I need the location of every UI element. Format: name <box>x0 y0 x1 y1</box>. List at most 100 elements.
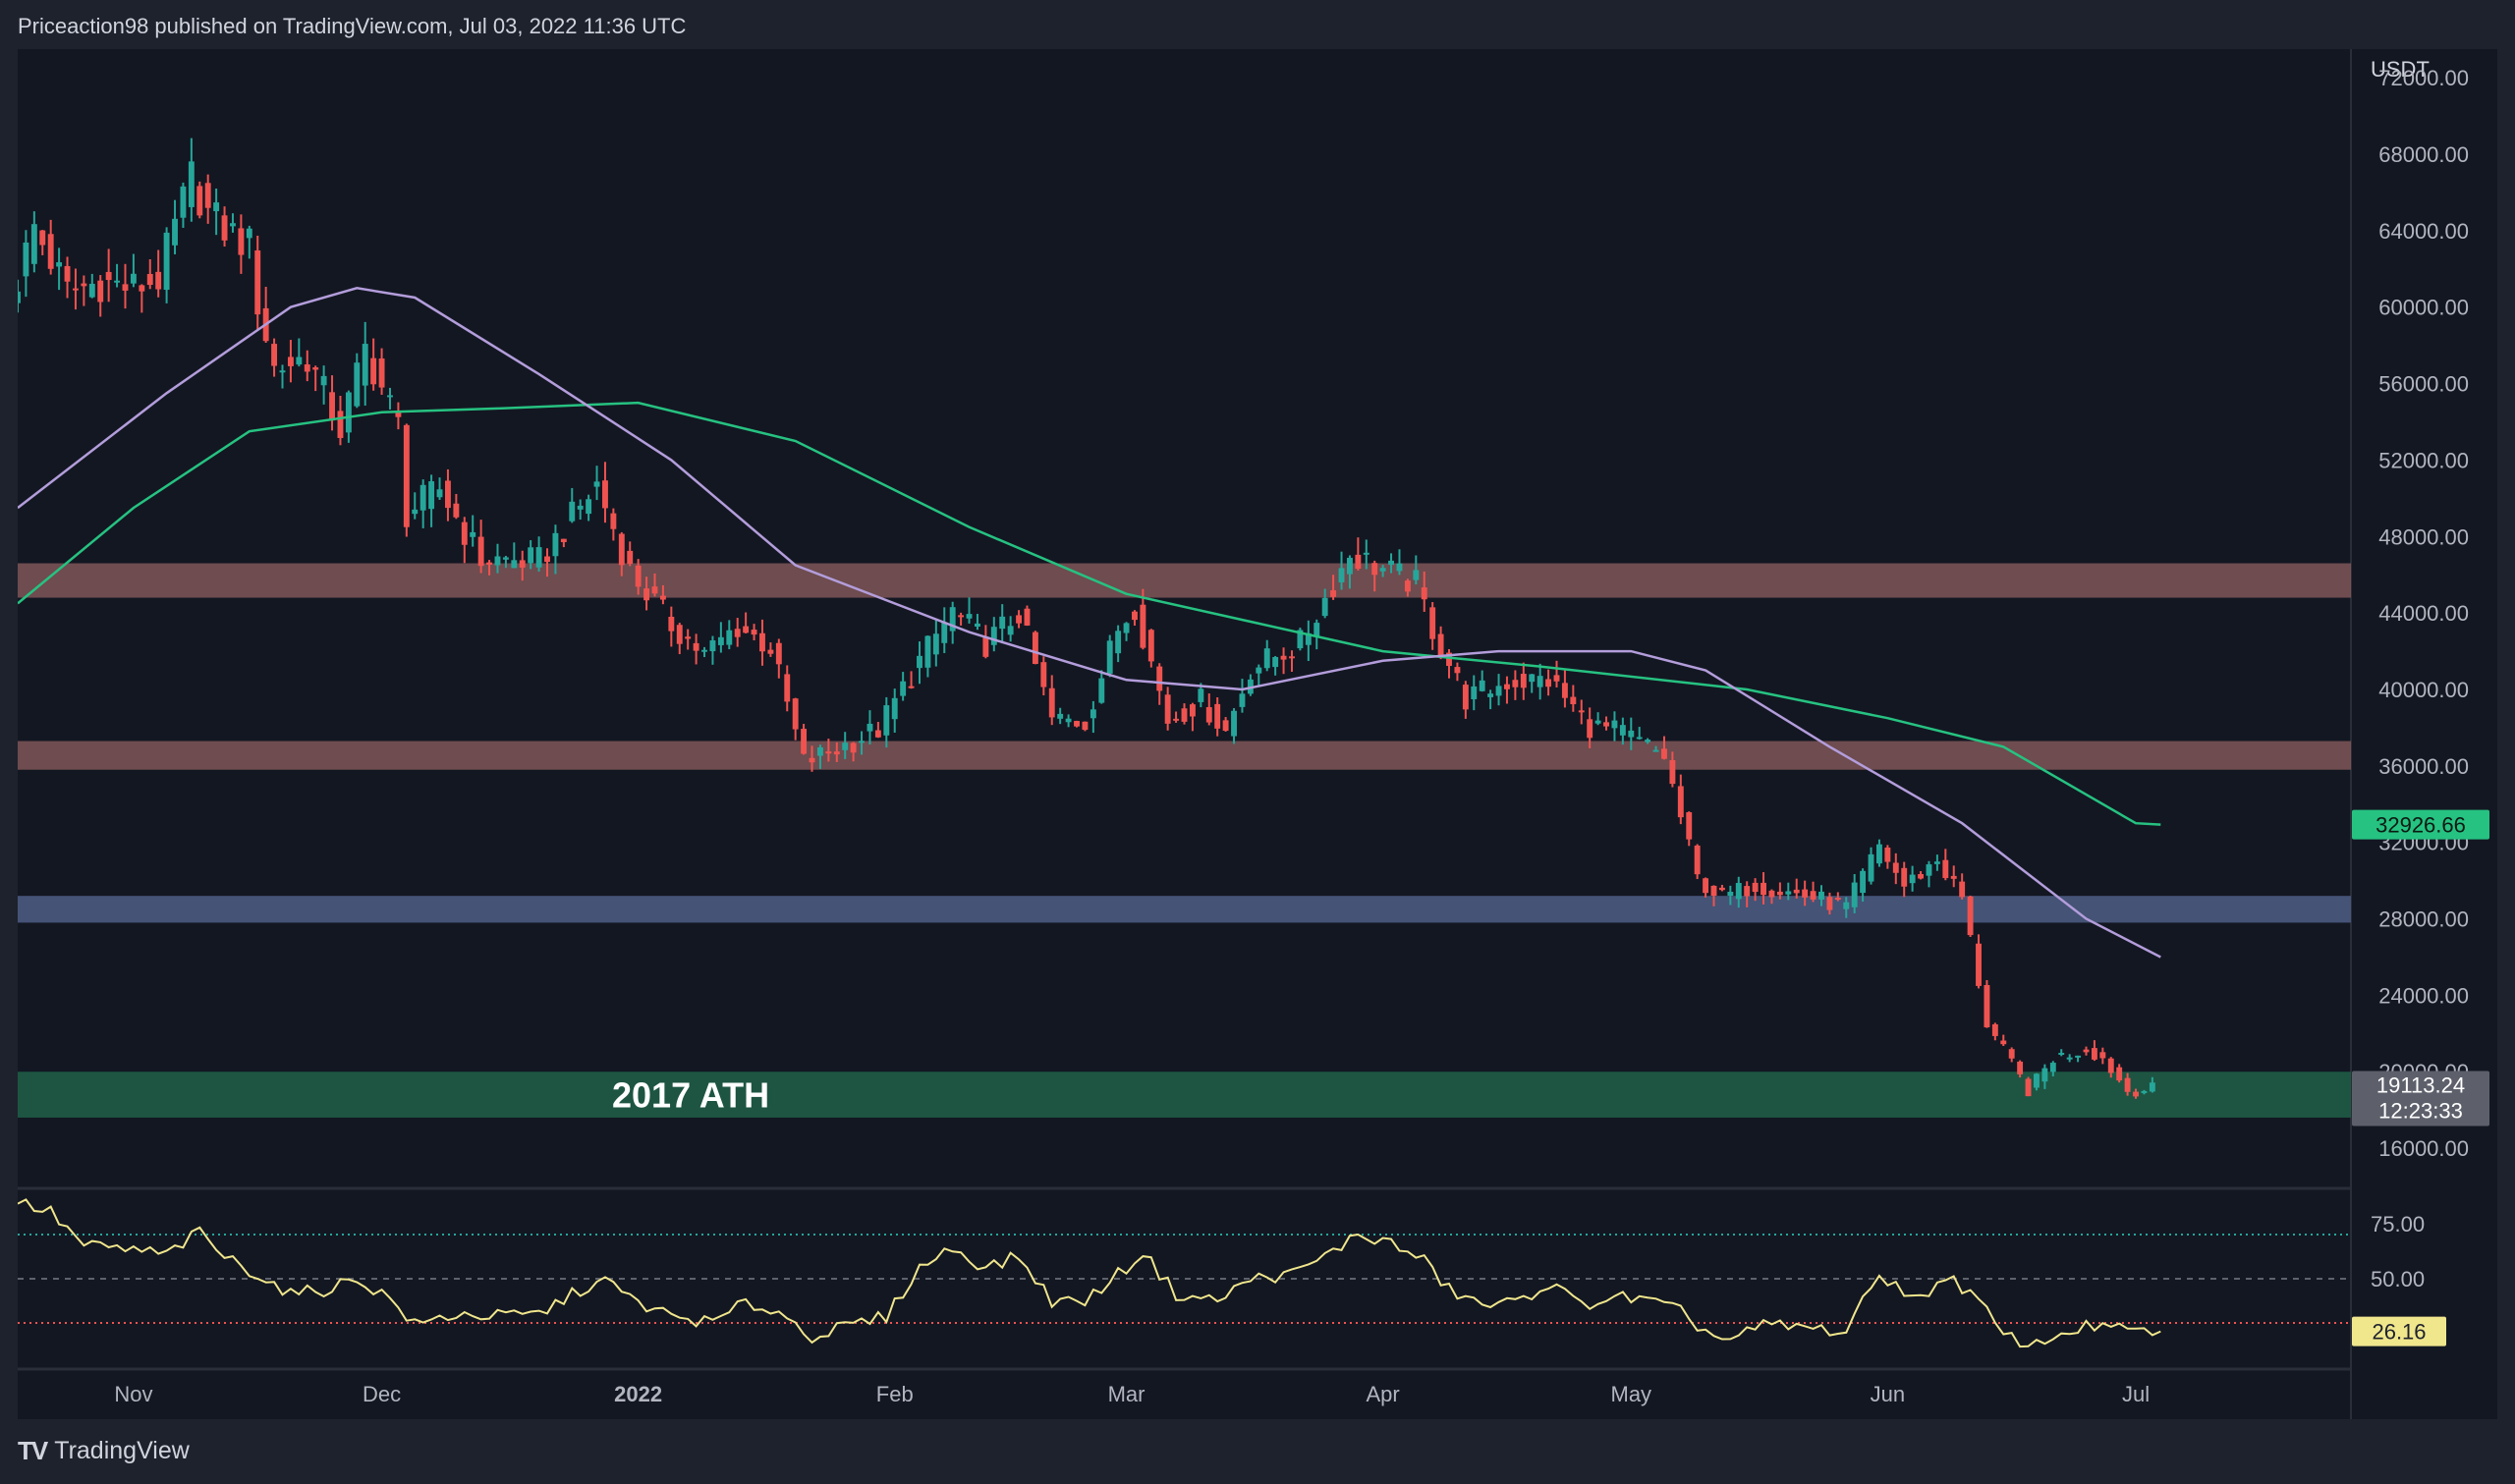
candle <box>1933 854 1940 871</box>
price-tick-label: 44000.00 <box>2378 601 2469 626</box>
candle-body <box>428 481 435 510</box>
candle-body <box>494 556 501 566</box>
candle <box>717 622 724 653</box>
candle <box>958 612 965 626</box>
candle-body <box>1396 563 1403 572</box>
rsi-value-text: 26.16 <box>2372 1320 2426 1345</box>
candle-body <box>155 271 162 290</box>
candle-body <box>932 633 939 655</box>
candle <box>866 710 873 745</box>
candle <box>734 618 741 647</box>
candle-body <box>1263 648 1270 669</box>
candle-body <box>2041 1068 2048 1082</box>
candle-body <box>1818 891 1824 900</box>
candle <box>1843 897 1850 918</box>
candle-body <box>1388 560 1394 566</box>
candle-body <box>908 686 915 688</box>
candle <box>1636 727 1643 741</box>
tradingview-logo[interactable]: TV TradingView <box>18 1436 190 1466</box>
candle <box>693 633 699 665</box>
candle <box>801 724 808 755</box>
candle-body <box>47 234 54 269</box>
candle <box>395 402 402 430</box>
candle-body <box>1718 887 1725 891</box>
candle <box>743 612 750 633</box>
candle-body <box>1487 693 1494 697</box>
candle-body <box>1098 678 1105 703</box>
candle-body <box>743 626 750 633</box>
candle-body <box>535 547 542 568</box>
candle-body <box>1570 696 1577 705</box>
candle <box>1892 852 1899 885</box>
candle <box>238 214 245 274</box>
candle <box>709 635 716 665</box>
candle-body <box>1082 721 1089 731</box>
candle <box>1413 555 1420 585</box>
candle <box>1793 878 1800 899</box>
candle <box>428 474 435 527</box>
candle-body <box>1454 667 1461 674</box>
candle-body <box>1065 718 1072 723</box>
candle <box>999 604 1006 644</box>
candle <box>809 745 815 772</box>
candle-body <box>139 285 145 292</box>
candle <box>1611 711 1618 742</box>
candle-body <box>122 284 129 291</box>
chart-area[interactable]: 2017 ATH USDT 72000.00 68000.00 64000.00 6000… <box>18 49 2497 1419</box>
candle <box>2066 1054 2073 1063</box>
candle-body <box>444 480 451 509</box>
candle <box>1048 675 1055 726</box>
candle-body <box>1355 554 1362 570</box>
candle-body <box>477 536 484 567</box>
candle-body <box>180 186 187 218</box>
candle-body <box>1512 680 1519 687</box>
rsi-value-badge <box>2352 1316 2446 1347</box>
candle-body <box>2025 1078 2032 1097</box>
candle-body <box>966 614 973 619</box>
candle-body <box>569 501 576 522</box>
candle <box>1645 738 1651 744</box>
candle <box>1718 884 1725 892</box>
candle-body <box>999 616 1006 630</box>
candle <box>1305 620 1312 662</box>
candle <box>1976 934 1982 989</box>
candle-body <box>221 215 228 241</box>
candle <box>196 181 203 219</box>
candle-body <box>30 224 37 264</box>
candle-body <box>279 370 286 373</box>
candle <box>1776 882 1783 900</box>
candle <box>726 620 733 650</box>
candle <box>30 211 37 273</box>
candle <box>1082 721 1089 732</box>
candle-body <box>1884 848 1891 862</box>
time-label: 2022 <box>614 1382 662 1406</box>
candle-body <box>701 649 707 652</box>
candle <box>1330 575 1337 600</box>
candle <box>1007 616 1014 642</box>
candle <box>39 230 46 255</box>
candle <box>1785 882 1792 901</box>
candle-body <box>975 623 980 628</box>
candle-body <box>651 586 658 594</box>
candle <box>917 641 922 685</box>
candle-body <box>188 161 195 207</box>
candle <box>1462 681 1469 719</box>
tradingview-logo-icon: TV <box>18 1436 48 1465</box>
candle-body <box>1198 688 1204 702</box>
candle-body <box>949 607 956 632</box>
candle <box>1504 676 1510 704</box>
candle <box>1479 670 1485 692</box>
candle-body <box>1181 708 1188 722</box>
candle <box>221 206 228 247</box>
candle <box>412 492 419 520</box>
last-price-text: 19113.24 <box>2376 1072 2465 1097</box>
candle <box>1164 687 1171 731</box>
candle-body <box>337 411 344 438</box>
candle-body <box>105 271 112 281</box>
candle <box>651 573 658 597</box>
candle-body <box>1933 861 1940 864</box>
candle <box>535 536 542 573</box>
candle <box>544 548 550 577</box>
candle <box>1123 622 1130 641</box>
